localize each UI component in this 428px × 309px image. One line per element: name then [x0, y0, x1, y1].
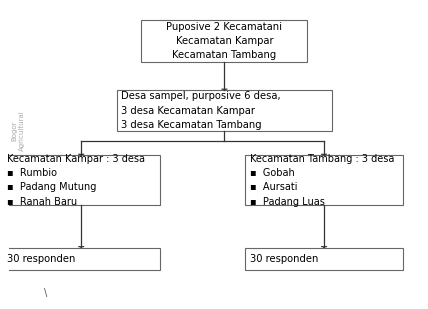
- Text: Kecamatan Kampar : 3 desa
▪  Rumbio
▪  Padang Mutung
▪  Ranah Baru: Kecamatan Kampar : 3 desa ▪ Rumbio ▪ Pad…: [7, 154, 146, 207]
- Bar: [245, 155, 403, 205]
- Bar: [141, 20, 307, 62]
- Bar: [245, 248, 403, 270]
- Text: Puposive 2 Kecamatani
Kecamatan Kampar
Kecamatan Tambang: Puposive 2 Kecamatani Kecamatan Kampar K…: [166, 22, 282, 60]
- Bar: [2, 155, 160, 205]
- Bar: [2, 248, 160, 270]
- Text: 30 responden: 30 responden: [250, 254, 318, 264]
- Text: Desa sampel, purposive 6 desa,
3 desa Kecamatan Kampar
3 desa Kecamatan Tambang: Desa sampel, purposive 6 desa, 3 desa Ke…: [122, 91, 281, 130]
- Text: 30 responden: 30 responden: [7, 254, 76, 264]
- Text: Kecamatan Tambang : 3 desa
▪  Gobah
▪  Aursati
▪  Padang Luas: Kecamatan Tambang : 3 desa ▪ Gobah ▪ Aur…: [250, 154, 395, 207]
- Text: Bogor
Agricultural: Bogor Agricultural: [11, 110, 24, 151]
- Text: \: \: [44, 288, 47, 298]
- Bar: [116, 90, 333, 131]
